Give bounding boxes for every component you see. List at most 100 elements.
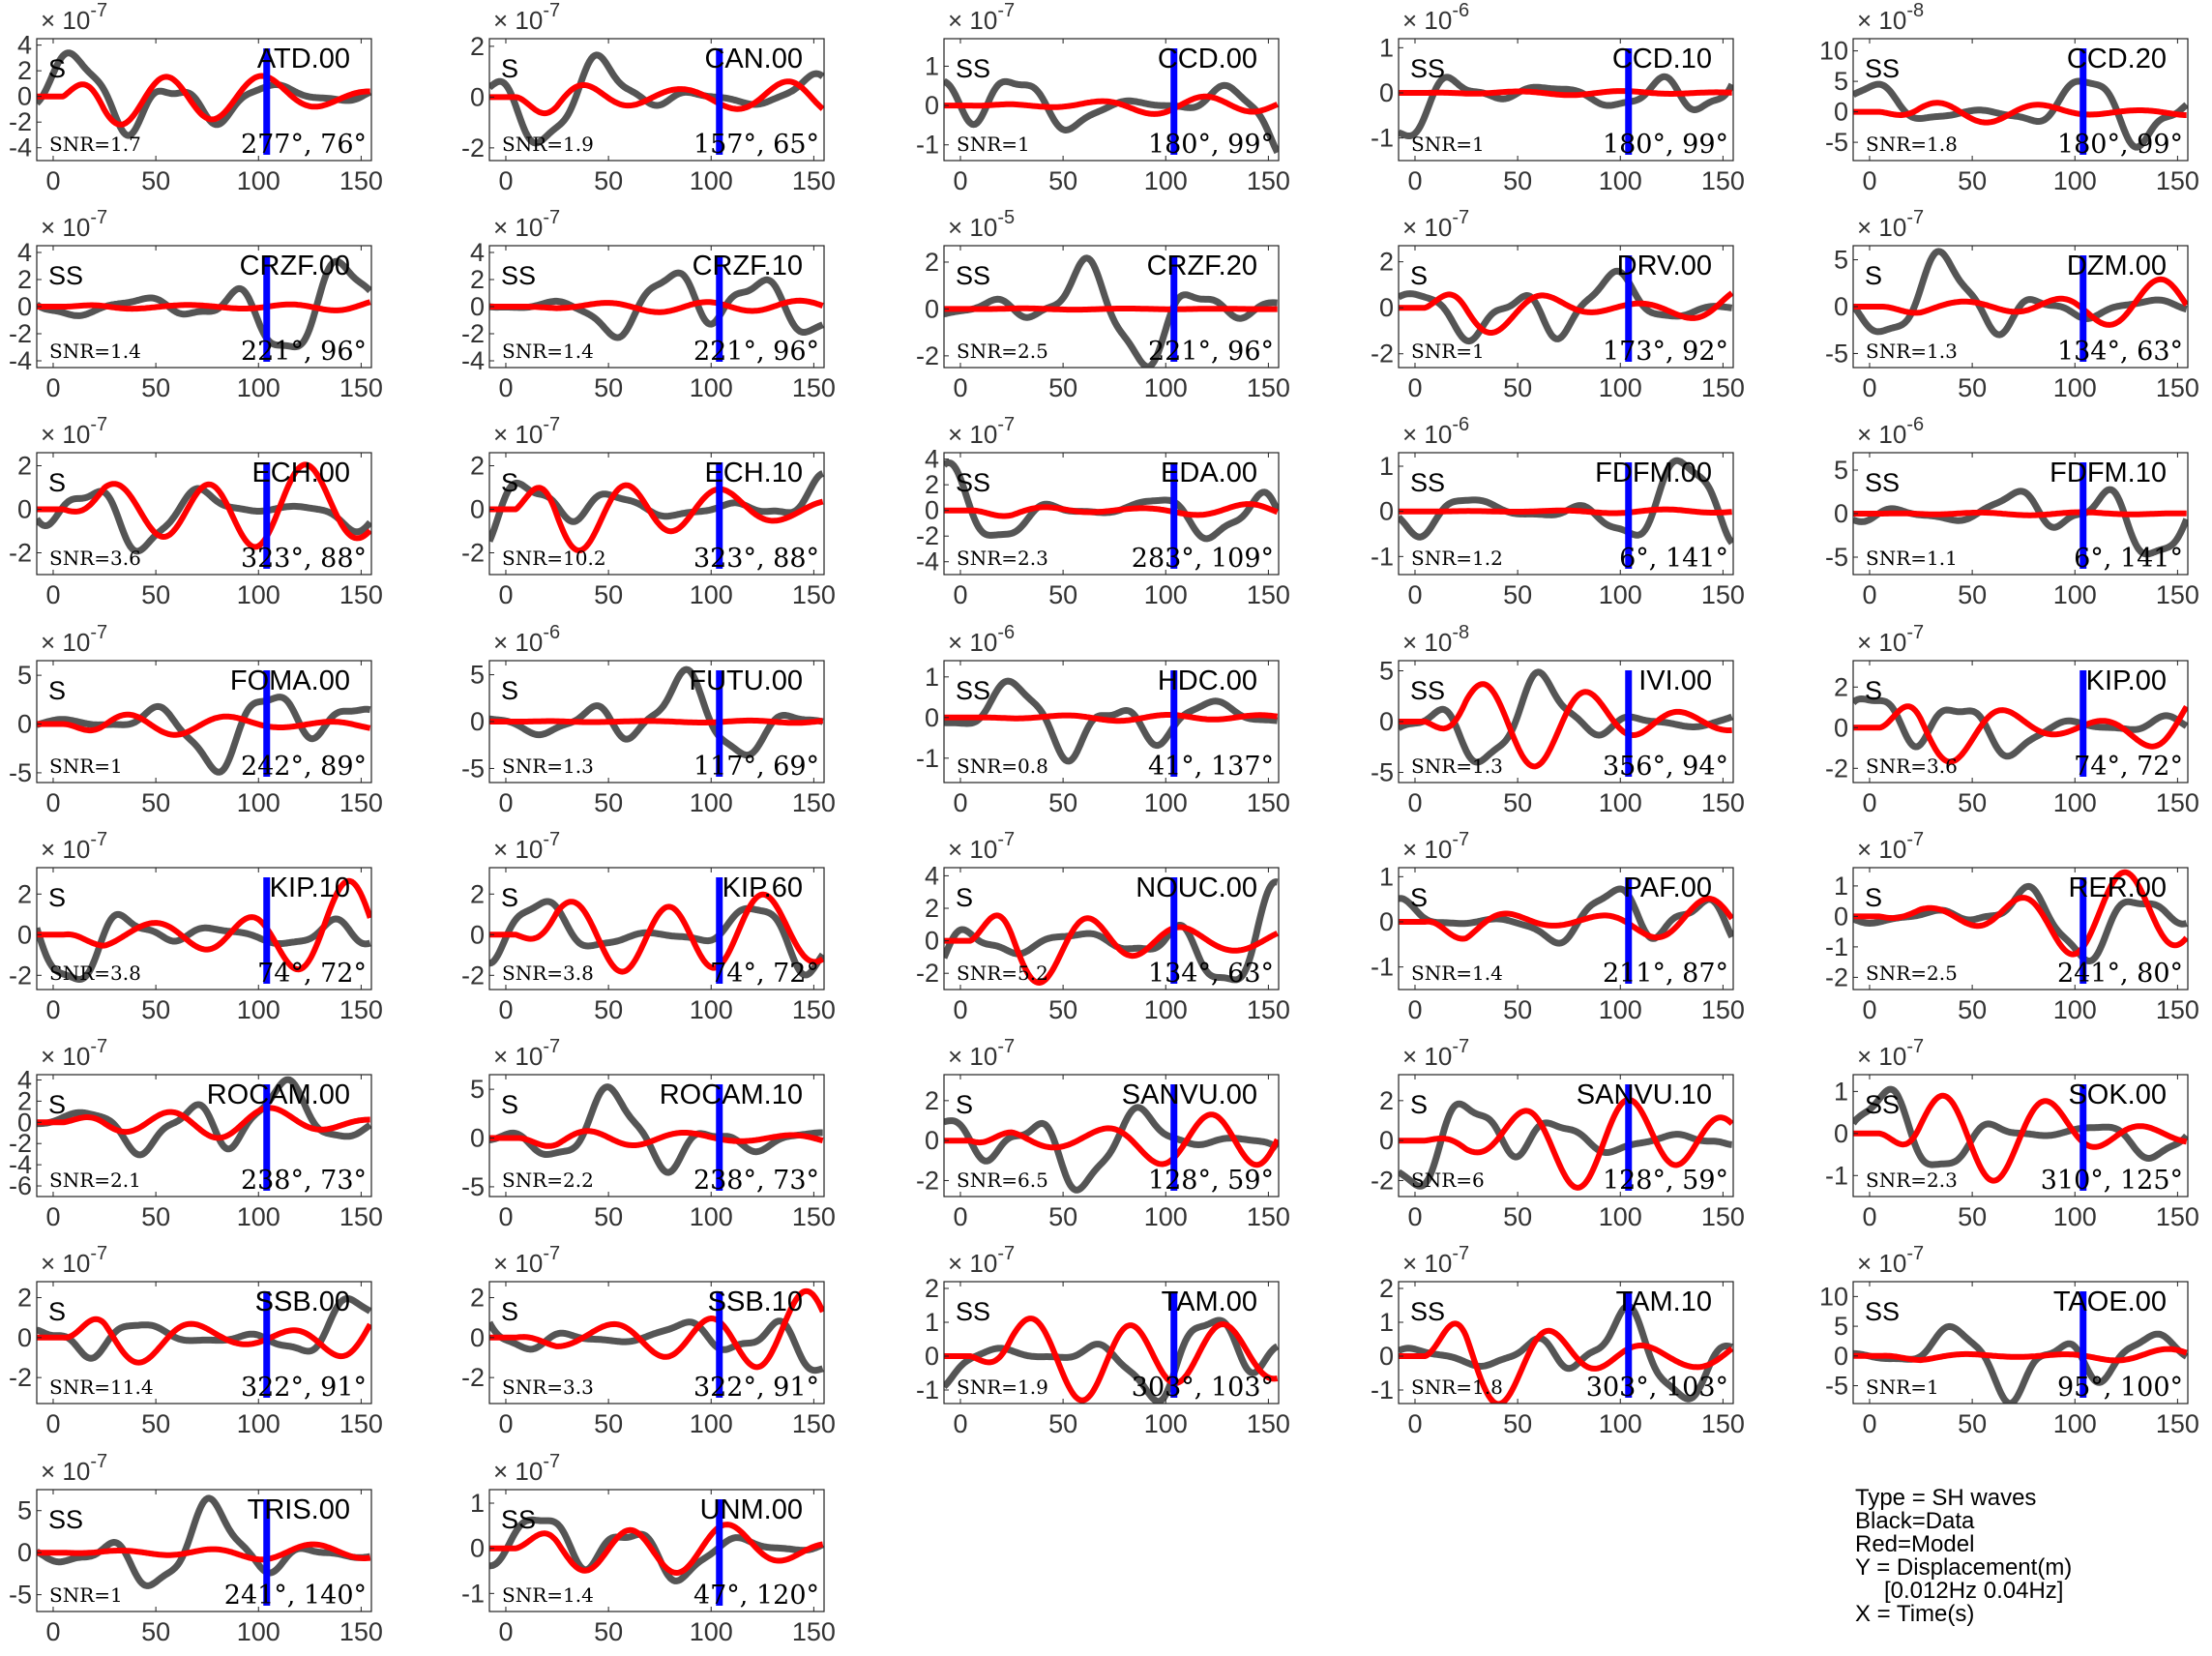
exponent-label: × 10-7	[41, 1243, 107, 1278]
snr-label: SNR=0.8	[957, 754, 1048, 778]
phase-label: S	[501, 676, 518, 705]
traces	[1853, 77, 2188, 151]
y-tick-label: 1	[925, 51, 939, 80]
phase-label: SS	[956, 676, 990, 705]
model-trace	[944, 93, 1279, 117]
x-tick-label: 50	[1048, 788, 1077, 817]
data-trace	[1399, 885, 1733, 947]
y-tick-label: 5	[470, 661, 485, 690]
x-tick-label: 100	[237, 788, 280, 817]
exponent-label: × 10-6	[1402, 0, 1469, 35]
y-tick-label: -5	[461, 754, 485, 783]
panel-can-00: × 10-7 0 50 100 150 2 0 -2 S CAN.00 SNR=1.9 157°, 6…	[461, 0, 836, 195]
y-tick-label: 0	[1379, 1342, 1394, 1371]
y-tick-label: 10	[1819, 37, 1848, 66]
station-label: EDA.00	[1161, 458, 1257, 488]
x-tick-label: 0	[45, 995, 60, 1024]
axes-box	[943, 1281, 1280, 1405]
x-tick-label: 50	[141, 788, 170, 817]
axes-box	[1852, 38, 2189, 162]
azimuth-label: 47°, 120°	[693, 1581, 819, 1611]
y-tick-label: 2	[1379, 248, 1394, 277]
phase-label: SS	[1865, 468, 1900, 497]
data-trace	[489, 1083, 824, 1176]
axes-box	[488, 1074, 825, 1198]
data-trace	[37, 485, 371, 555]
phase-label: SS	[956, 468, 990, 497]
panel-kip-00: × 10-7 0 50 100 150 2 0 -2 S KIP.00 SNR=3.6 74°, 72…	[1825, 622, 2199, 817]
x-tick-label: 50	[1503, 1202, 1532, 1231]
data-trace	[37, 1295, 371, 1362]
phase-label: S	[1410, 1090, 1428, 1119]
model-trace	[944, 1316, 1279, 1404]
x-tick-label: 50	[141, 995, 170, 1024]
x-tick-label: 150	[2156, 995, 2199, 1024]
y-tick-label: -2	[1371, 1166, 1394, 1195]
model-trace	[37, 877, 371, 973]
x-tick-label: 150	[792, 580, 836, 609]
traces	[37, 257, 371, 351]
snr-label: SNR=5.2	[957, 961, 1048, 985]
y-tick-label: -2	[1825, 754, 1848, 783]
x-tick-label: 150	[2156, 166, 2199, 195]
exponent-label: × 10-7	[41, 1451, 107, 1486]
model-trace	[489, 1128, 824, 1149]
station-label: DRV.00	[1617, 251, 1712, 281]
y-tick-label: 0	[1834, 1342, 1848, 1371]
x-tick-label: 100	[237, 1202, 280, 1231]
snr-label: SNR=2.3	[1866, 1168, 1958, 1192]
x-tick-label: 50	[1048, 580, 1077, 609]
data-trace	[37, 1076, 371, 1159]
y-tick-label: 2	[17, 265, 32, 294]
panel-nouc-00: × 10-7 0 50 100 150 4 2 0 -2 S NOUC.00 SNR=5.2 134°,…	[916, 829, 1290, 1024]
x-tick-label: 150	[792, 373, 836, 402]
y-tick-label: 2	[17, 56, 32, 85]
phase-label: SS	[1865, 1090, 1900, 1119]
model-trace	[1399, 896, 1733, 942]
y-tick-label: -2	[1371, 340, 1394, 369]
axes-box	[36, 1281, 372, 1405]
station-label: CRZF.20	[1147, 251, 1257, 281]
y-tick-label: 2	[470, 1284, 485, 1313]
x-tick-label: 150	[339, 1617, 383, 1646]
y-tick-label: 5	[17, 661, 32, 690]
snr-label: SNR=1.3	[502, 754, 594, 778]
axes-box	[488, 1281, 825, 1405]
panel-hdc-00: × 10-6 0 50 100 150 1 0 -1 SS HDC.00 SNR=0.8 41°, 1…	[916, 622, 1290, 817]
y-tick-label: 4	[470, 238, 485, 267]
y-tick-label: 0	[470, 920, 485, 949]
x-tick-label: 0	[45, 1409, 60, 1438]
y-tick-label: -2	[916, 1166, 939, 1195]
data-trace	[944, 677, 1279, 765]
axes-box	[36, 660, 372, 784]
x-tick-label: 0	[953, 1202, 967, 1231]
station-label: SSB.00	[255, 1286, 350, 1317]
phase-label: S	[956, 1090, 973, 1119]
data-trace	[489, 665, 824, 759]
x-tick-label: 100	[237, 995, 280, 1024]
y-tick-label: -1	[916, 131, 939, 160]
snr-label: SNR=2.5	[1866, 961, 1958, 985]
x-tick-label: 50	[141, 166, 170, 195]
station-label: KIP.10	[270, 872, 350, 903]
data-trace	[37, 910, 371, 983]
y-tick-label: 4	[925, 445, 939, 474]
y-tick-label: -2	[9, 961, 32, 990]
x-tick-label: 100	[2053, 995, 2097, 1024]
x-tick-label: 150	[2156, 580, 2199, 609]
station-label: RER.00	[2068, 872, 2167, 903]
panel-ccd-10: × 10-6 0 50 100 150 1 0 -1 SS CCD.10 SNR=1 180°, 99…	[1371, 0, 1745, 195]
exponent-label: × 10-7	[1402, 207, 1469, 242]
x-tick-label: 0	[1862, 166, 1876, 195]
azimuth-label: 310°, 125°	[2041, 1166, 2183, 1196]
azimuth-label: 180°, 99°	[2057, 130, 2183, 160]
axes-box	[943, 1074, 1280, 1198]
legend-y-axis-text: Y = Displacement(m)	[1855, 1554, 2072, 1581]
